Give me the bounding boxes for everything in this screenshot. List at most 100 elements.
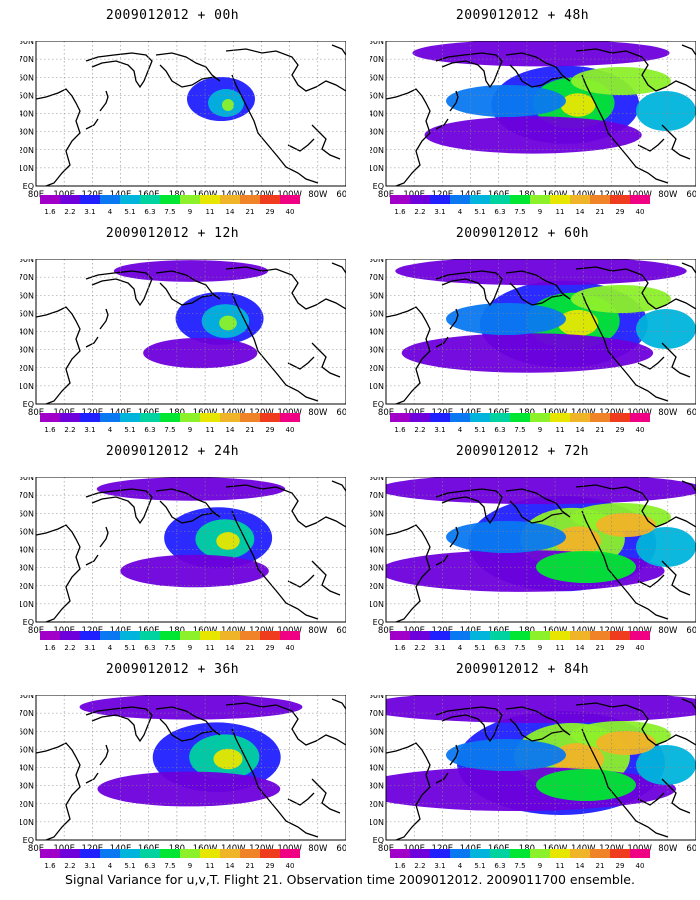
colorbar-swatch	[430, 631, 450, 640]
lon-tick-label: 80W	[658, 844, 678, 854]
colorbar-swatch	[470, 413, 490, 422]
lat-tick-label: 20N	[20, 364, 34, 373]
lat-tick-label: 40N	[370, 328, 384, 337]
colorbar-label: 40	[636, 426, 645, 434]
colorbar-swatch	[430, 195, 450, 204]
variance-field	[36, 477, 346, 622]
colorbar-label: 1.6	[394, 426, 406, 434]
variance-map: 80E100E120E140E160E180160W140W120W100W80…	[20, 259, 346, 418]
coastline	[435, 706, 503, 743]
colorbar-swatch	[160, 413, 180, 422]
lat-tick-label: EQ	[23, 836, 34, 845]
lat-tick-label: EQ	[23, 400, 34, 409]
lat-tick-label: 80N	[20, 41, 34, 46]
colorbar-label: 14	[226, 862, 235, 870]
colorbar-label: 3.1	[84, 208, 95, 216]
colorbar-label: 2.2	[64, 862, 75, 870]
colorbar-label: 1.6	[44, 208, 56, 216]
colorbar-label: 5.1	[124, 208, 135, 216]
lat-tick-label: 30N	[20, 782, 34, 791]
lat-tick-label: 60N	[20, 509, 34, 518]
lat-tick-label: 60N	[370, 727, 384, 736]
panel-title: 2009012012 + 72h	[455, 444, 590, 459]
colorbar-swatch	[160, 631, 180, 640]
lat-tick-label: 40N	[370, 764, 384, 773]
colorbar-label: 5.1	[474, 644, 485, 652]
lat-tick-label: 70N	[20, 491, 34, 500]
lat-tick-label: EQ	[373, 618, 384, 627]
panel-title: 2009012012 + 00h	[105, 8, 240, 23]
lon-tick-label: 80W	[308, 408, 328, 418]
coastline	[85, 90, 109, 130]
lon-tick-label: 80E	[378, 844, 394, 854]
lat-tick-label: 70N	[370, 55, 384, 64]
colorbar-swatch	[220, 631, 240, 640]
colorbar: 1.6 2.2 3.1 4 5.1 6.3 7.5 9 11 14 21 29 40	[390, 849, 650, 870]
colorbar-swatch	[490, 849, 510, 858]
colorbar-label: 7.5	[514, 208, 525, 216]
lat-tick-label: 20N	[20, 582, 34, 591]
colorbar-swatch	[390, 631, 410, 640]
lat-tick-label: 80N	[20, 259, 34, 264]
lat-tick-label: 60N	[20, 291, 34, 300]
lat-tick-label: 20N	[20, 800, 34, 809]
colorbar-label: 29	[266, 644, 275, 652]
colorbar-swatch	[80, 413, 100, 422]
lat-tick-label: 20N	[370, 364, 384, 373]
panel-title: 2009012012 + 60h	[455, 226, 590, 241]
colorbar-label: 11	[206, 862, 215, 870]
variance-region	[636, 745, 696, 785]
variance-field	[36, 695, 346, 840]
colorbar-label: 21	[246, 208, 255, 216]
colorbar-swatch	[40, 849, 60, 858]
coastline	[85, 744, 109, 784]
colorbar-label: 29	[616, 644, 625, 652]
colorbar-label: 29	[266, 208, 275, 216]
coastline	[637, 574, 665, 588]
lon-tick-label: 80E	[378, 626, 394, 636]
lat-tick-label: 10N	[20, 164, 34, 173]
lat-tick-label: 20N	[20, 146, 34, 155]
colorbar-label: 9	[538, 862, 542, 870]
lat-tick-label: 80N	[370, 477, 384, 482]
colorbar-label: 1.6	[394, 208, 406, 216]
colorbar-swatch	[450, 413, 470, 422]
colorbar-label: 21	[246, 862, 255, 870]
colorbar-label: 7.5	[164, 426, 175, 434]
coastline	[505, 52, 571, 88]
colorbar-swatch	[100, 413, 120, 422]
variance-region	[401, 333, 654, 373]
variance-region	[636, 527, 696, 567]
colorbar-label: 29	[266, 426, 275, 434]
variance-region	[596, 731, 656, 755]
map-panel: 2009012012 + 00h 80E100E120E140E160E18016…	[0, 0, 346, 225]
colorbar-swatch	[140, 849, 160, 858]
coastline	[435, 526, 459, 566]
variance-region	[113, 260, 269, 282]
coastline	[505, 706, 571, 742]
colorbar-label: 29	[266, 862, 275, 870]
colorbar-swatch	[630, 631, 650, 640]
variance-field	[36, 260, 346, 404]
lat-tick-label: 20N	[370, 800, 384, 809]
lat-tick-label: EQ	[373, 182, 384, 191]
coastline	[155, 488, 221, 524]
colorbar-swatch	[220, 413, 240, 422]
lon-tick-label: 60W	[686, 190, 696, 200]
colorbar-label: 3.1	[434, 426, 445, 434]
colorbar-swatch	[510, 195, 530, 204]
colorbar-label: 2.2	[414, 862, 425, 870]
coastline	[36, 306, 81, 404]
lat-tick-label: 50N	[20, 309, 34, 318]
lat-tick-label: 60N	[370, 73, 384, 82]
colorbar-swatch	[180, 195, 200, 204]
coastline	[311, 560, 341, 596]
lat-tick-label: 80N	[370, 695, 384, 700]
colorbar-label: 11	[556, 208, 565, 216]
colorbar-swatch	[470, 849, 490, 858]
colorbar-swatch	[630, 195, 650, 204]
variance-region	[446, 739, 566, 771]
variance-field	[386, 41, 696, 186]
colorbar-swatch	[100, 631, 120, 640]
colorbar-swatch	[630, 849, 650, 858]
